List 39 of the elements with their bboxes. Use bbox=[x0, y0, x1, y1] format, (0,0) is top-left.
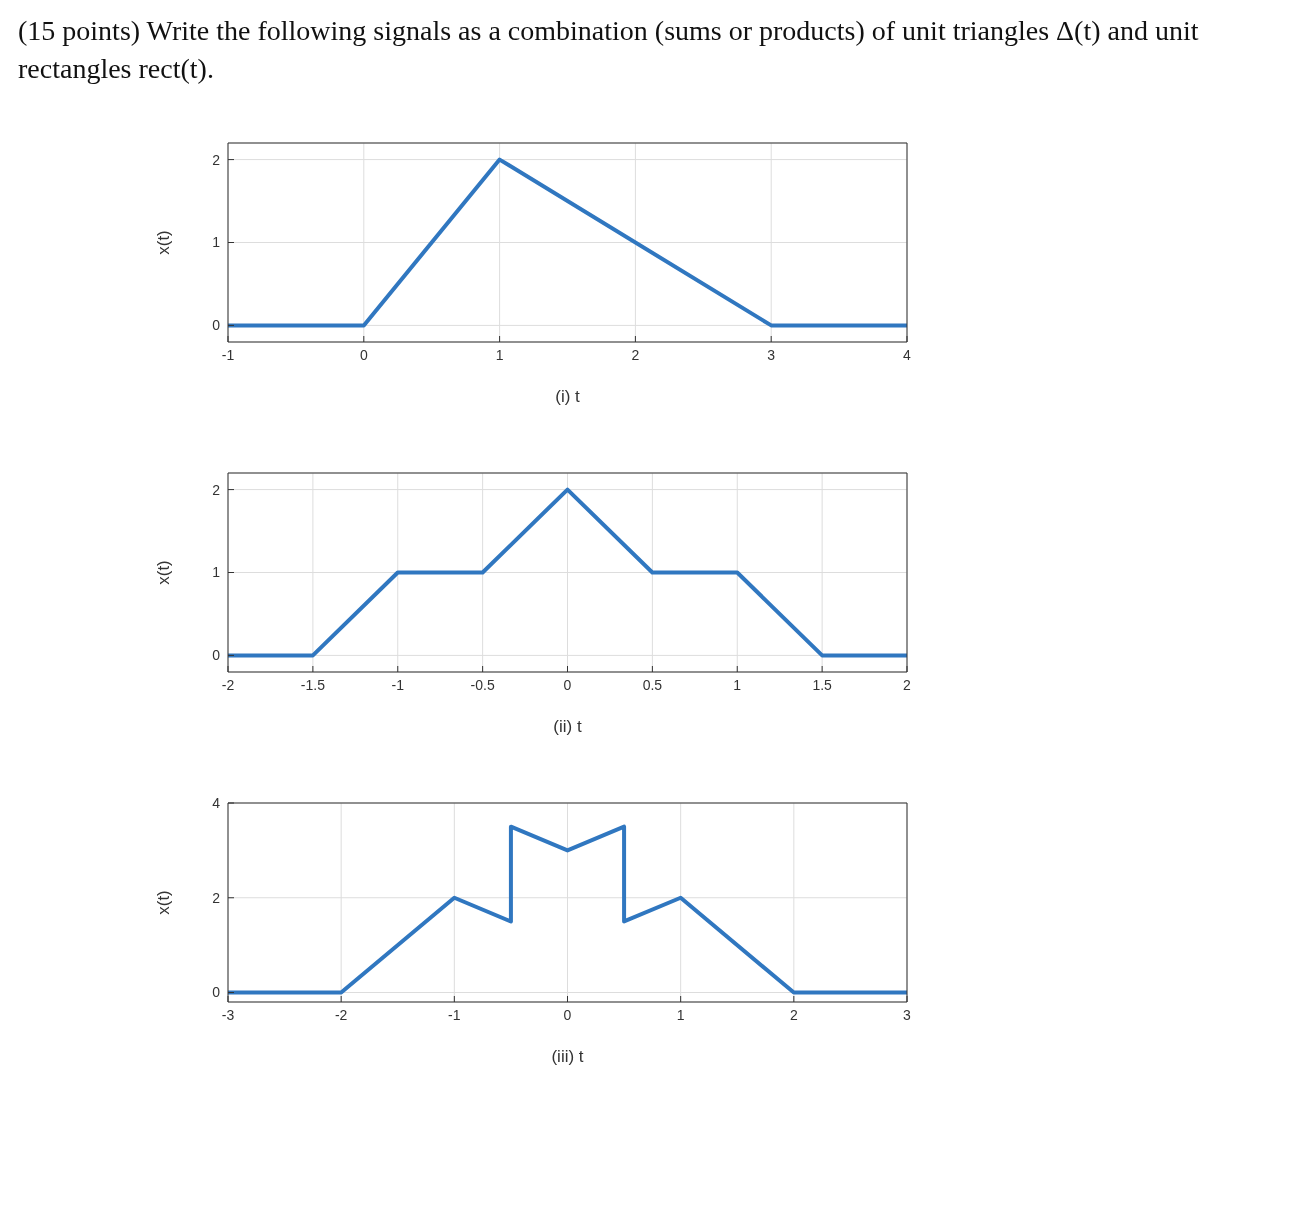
x-tick-label: 1 bbox=[495, 346, 504, 363]
y-tick-label: 2 bbox=[212, 151, 221, 168]
chart-title: (15 points) Write the following signals as a combination (sums or products) of unit triangles Δ(t) and unit rectangles rect(t). bbox=[17, 14, 1200, 86]
x-tick-label: 2 bbox=[903, 676, 912, 693]
y-tick-label: 2 bbox=[212, 889, 221, 906]
y-tick-label: 0 bbox=[212, 317, 221, 334]
x-tick-label: -2 bbox=[221, 676, 235, 693]
x-tick-label: -3 bbox=[221, 1006, 235, 1023]
x-tick-label: -1 bbox=[448, 1006, 461, 1023]
y-tick-label: 4 bbox=[212, 794, 221, 811]
x-tick-label: 0 bbox=[563, 676, 572, 693]
x-tick-label: 0 bbox=[359, 346, 368, 363]
x-tick-label: 3 bbox=[903, 1006, 912, 1023]
x-tick-label: 3 bbox=[767, 346, 776, 363]
y-tick-label: 1 bbox=[212, 234, 221, 251]
x-tick-label: 0 bbox=[563, 1006, 572, 1023]
x-tick-label: 1 bbox=[676, 1006, 685, 1023]
y-tick-label: 0 bbox=[212, 984, 221, 1001]
x-axis-title: (iii) t bbox=[551, 1047, 584, 1066]
x-tick-label: 1 bbox=[733, 676, 742, 693]
y-axis-title: x(t) bbox=[154, 890, 174, 915]
x-axis-title: (i) t bbox=[555, 387, 581, 406]
y-axis-title: x(t) bbox=[154, 560, 174, 585]
x-tick-label: -1 bbox=[221, 346, 235, 363]
y-tick-label: 1 bbox=[212, 564, 221, 581]
y-axis-title: x(t) bbox=[154, 230, 174, 255]
x-tick-label: 4 bbox=[903, 346, 912, 363]
x-axis-title: (ii) t bbox=[553, 717, 582, 736]
x-tick-label: 1.5 bbox=[812, 676, 833, 693]
y-tick-label: 0 bbox=[212, 647, 221, 664]
x-tick-label: 2 bbox=[789, 1006, 798, 1023]
x-tick-label: 0.5 bbox=[642, 676, 663, 693]
x-tick-label: -0.5 bbox=[470, 676, 495, 693]
line-series bbox=[228, 824, 907, 995]
x-tick-label: -1.5 bbox=[300, 676, 326, 693]
y-tick-label: 2 bbox=[212, 481, 221, 498]
x-tick-label: -1 bbox=[391, 676, 405, 693]
x-tick-label: -2 bbox=[334, 1006, 348, 1023]
x-tick-label: 2 bbox=[631, 346, 640, 363]
